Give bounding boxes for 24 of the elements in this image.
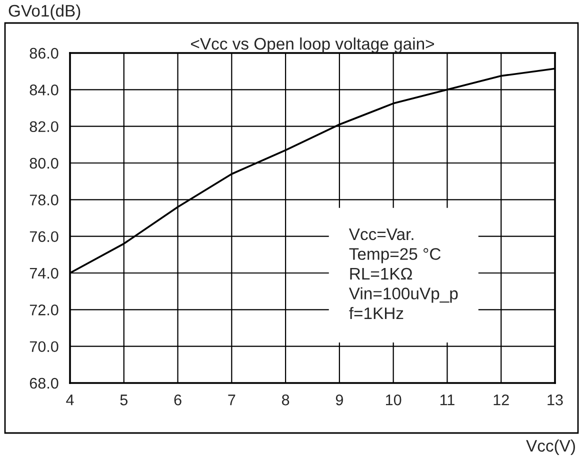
x-tick-label: 7 (228, 394, 236, 406)
chart-title: <Vcc vs Open loop voltage gain> (191, 37, 434, 53)
x-tick-label: 8 (282, 394, 290, 406)
x-tick-label: 10 (386, 394, 402, 406)
x-tick-label: 13 (548, 394, 563, 406)
y-tick-label: 72.0 (30, 304, 58, 316)
y-tick-label: 82.0 (30, 121, 58, 132)
x-tick-label: 5 (120, 394, 128, 406)
x-axis-title: Vcc(V) (526, 439, 575, 455)
y-tick-label: 76.0 (30, 231, 58, 242)
x-tick-label: 12 (494, 394, 509, 406)
y-tick-label: 78.0 (30, 194, 58, 206)
y-tick-label: 80.0 (30, 158, 58, 169)
x-tick-label: 9 (336, 394, 343, 406)
annotation: Vcc=Var. Temp=25 °C RL=1KΩ Vin=100uVp_p f=1KHz (348, 228, 458, 320)
y-tick-label: 74.0 (30, 268, 58, 279)
y-tick-label: 84.0 (30, 84, 58, 96)
y-tick-label: 70.0 (30, 341, 58, 352)
y-axis-title: GVo1(dB) (8, 4, 80, 20)
y-tick-label: 68.0 (30, 378, 58, 389)
y-tick-label: 86.0 (30, 48, 58, 59)
x-tick-label: 4 (66, 394, 74, 406)
x-tick-label: 11 (440, 394, 454, 406)
x-tick-label: 6 (174, 394, 182, 406)
